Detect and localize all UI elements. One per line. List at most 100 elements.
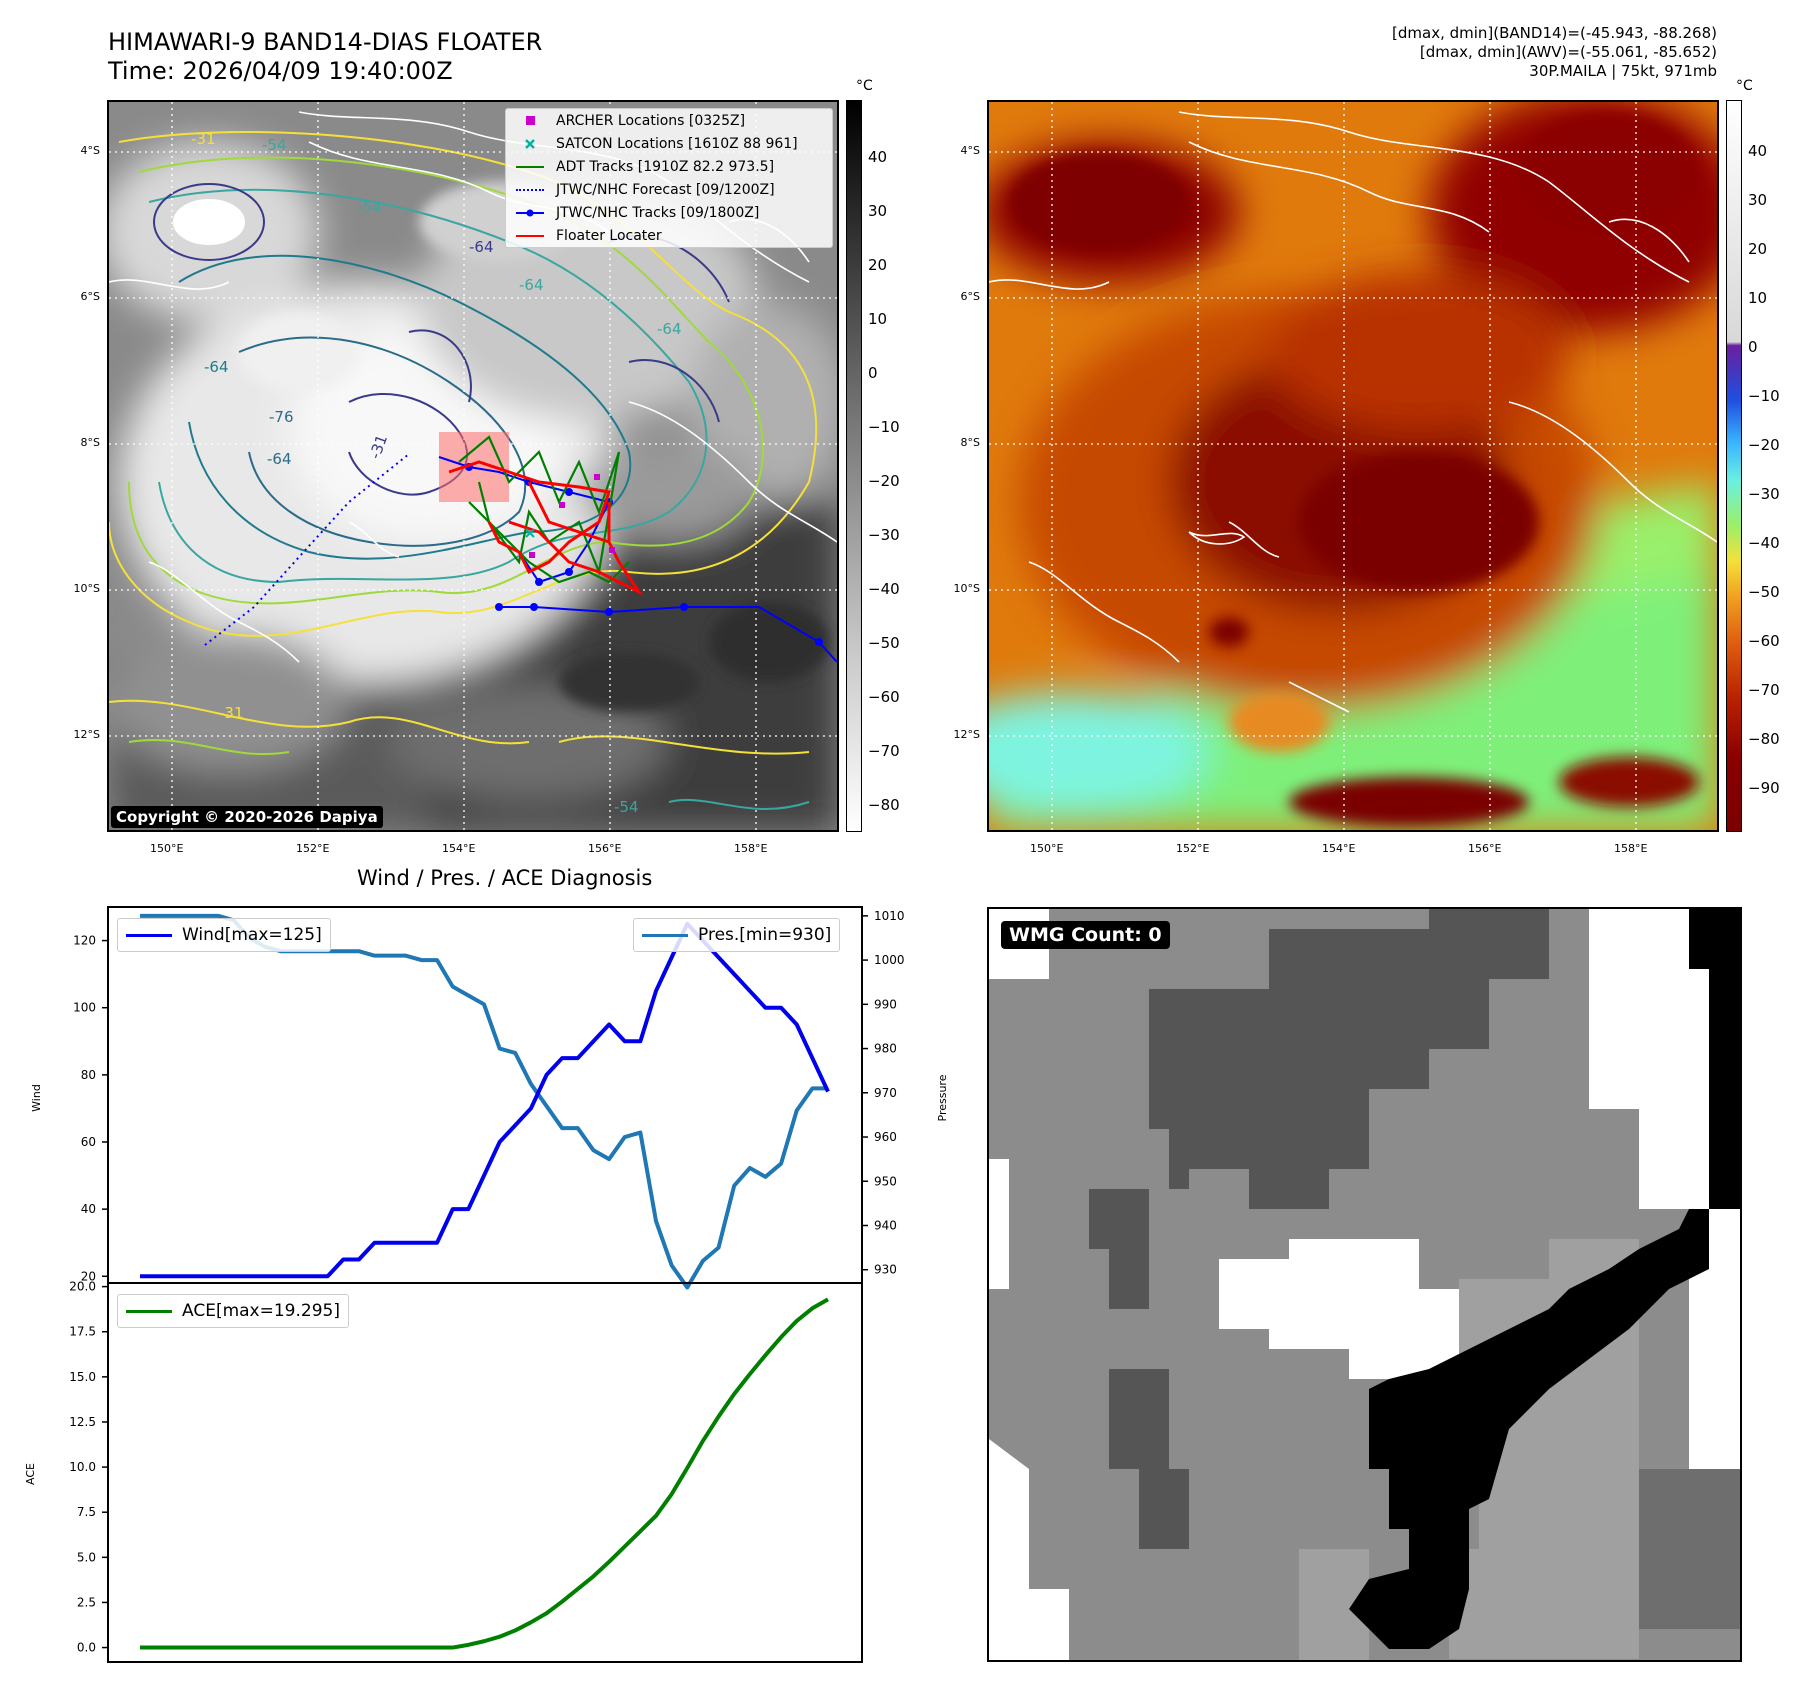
figure-time: Time: 2026/04/09 19:40:00Z: [108, 57, 453, 85]
adt-tracks: [458, 435, 630, 584]
legend-floater: Floater Locater: [506, 224, 832, 247]
colorbar-tick: 40: [868, 148, 888, 166]
legend-label: ARCHER Locations [0325Z]: [556, 112, 746, 129]
lon-label: 150°E: [150, 842, 184, 855]
ir-map-panel: -31 -54 -54 -64 -64 -64 -64 -76 -31 -31 …: [107, 100, 839, 832]
awv-map-canvas: [989, 102, 1717, 830]
wind-tick-label: 60: [81, 1135, 96, 1149]
colorbar-tick: −30: [1748, 485, 1780, 503]
colorbar-tick: −60: [1748, 632, 1780, 650]
colorbar-tick: 10: [1748, 289, 1768, 307]
contours: [109, 131, 818, 810]
pressure-tick-label: 960: [874, 1130, 897, 1144]
ace-tick-label: 7.5: [77, 1505, 96, 1519]
lon-label: 158°E: [1614, 842, 1648, 855]
ir-map-lat-labels: 4°S 6°S 8°S 10°S 12°S: [60, 100, 100, 832]
wind-pressure-plot: 20 40 60 80 100 120 930 940 950 960 970 980 990 1000 1…: [73, 906, 905, 1290]
contour-label: -64: [267, 450, 292, 468]
lon-label: 158°E: [734, 842, 768, 855]
awv-detail: [1009, 112, 1699, 827]
lat-label: 12°S: [953, 728, 980, 741]
lat-label: 6°S: [960, 290, 980, 303]
colorbar-tick: −30: [868, 526, 900, 544]
lat-label: 8°S: [960, 436, 980, 449]
colorbar-tick: 10: [868, 310, 888, 328]
contour-label: -31: [219, 704, 244, 722]
map-legend: ARCHER Locations [0325Z] SATCON Location…: [505, 108, 833, 248]
pressure-tick-label: 1010: [874, 909, 905, 923]
lon-label: 152°E: [296, 842, 330, 855]
awv-colorbar-ticks: 40 30 20 10 0 −10 −20 −30 −40 −50 −60 −7…: [1748, 100, 1798, 832]
lat-label: 12°S: [73, 728, 100, 741]
pressure-series-line: [140, 913, 828, 1290]
colorbar-tick: −90: [1748, 779, 1780, 797]
contour-label: -64: [657, 320, 682, 338]
wind-legend-label: Wind[max=125]: [182, 925, 322, 945]
wmg-canvas: [989, 909, 1740, 1660]
colorbar-tick: 0: [868, 364, 878, 382]
contour-label-group: -31 -54 -54 -64 -64 -64 -64 -76 -31 -31 …: [191, 130, 682, 816]
lon-label: 150°E: [1030, 842, 1064, 855]
line-icon: [126, 933, 172, 937]
ace-plot-frame: [107, 1282, 863, 1663]
awv-colorbar-unit: °C: [1736, 78, 1753, 94]
wind-tick-label: 100: [73, 1001, 96, 1015]
colorbar-tick: 0: [1748, 338, 1758, 356]
ace-tick-label: 20.0: [69, 1280, 96, 1294]
storm-info: 30P.MAILA | 75kt, 971mb: [1529, 62, 1717, 80]
ace-axis-label: ACE: [24, 1463, 37, 1485]
colorbar-tick: −10: [868, 418, 900, 436]
pressure-tick-label: 970: [874, 1086, 897, 1100]
ir-colorbar-unit: °C: [856, 78, 873, 94]
figure-title: HIMAWARI-9 BAND14-DIAS FLOATER: [108, 28, 543, 56]
ace-series-line: [140, 1297, 829, 1650]
lat-label: 6°S: [80, 290, 100, 303]
line-icon: [126, 1309, 172, 1313]
legend-label: Floater Locater: [556, 227, 662, 244]
colorbar-tick: 30: [1748, 191, 1768, 209]
lat-label: 10°S: [953, 582, 980, 595]
awv-coastlines: [989, 111, 1717, 713]
pressure-tick-label: 930: [874, 1263, 897, 1277]
line-dot-icon: [516, 208, 544, 218]
dotted-line-icon: [516, 188, 544, 191]
legend-label: JTWC/NHC Forecast [09/1200Z]: [556, 181, 775, 198]
colorbar-tick: −70: [1748, 681, 1780, 699]
contour-label: -64: [519, 276, 544, 294]
colorbar-tick: −20: [1748, 436, 1780, 454]
stats-block: [dmax, dmin](BAND14)=(-45.943, -88.268) …: [1392, 24, 1717, 81]
legend-label: JTWC/NHC Tracks [09/1800Z]: [556, 204, 760, 221]
colorbar-tick: −50: [868, 634, 900, 652]
lat-label: 10°S: [73, 582, 100, 595]
colorbar-tick: −40: [1748, 534, 1780, 552]
colorbar-tick: 40: [1748, 142, 1768, 160]
colorbar-tick: −80: [868, 796, 900, 814]
awv-range: [dmax, dmin](AWV)=(-55.061, -85.652): [1419, 43, 1717, 61]
colorbar-tick: −10: [1748, 387, 1780, 405]
line-icon: [642, 933, 688, 937]
legend-satcon: SATCON Locations [1610Z 88 961]: [506, 132, 832, 155]
ir-map-lon-labels: 150°E 152°E 154°E 156°E 158°E: [107, 842, 839, 858]
colorbar-tick: 20: [1748, 240, 1768, 258]
lon-label: 154°E: [1322, 842, 1356, 855]
wind-tick-label: 120: [73, 934, 96, 948]
ir-colorbar: [846, 100, 862, 832]
ace-tick-label: 2.5: [77, 1595, 96, 1609]
lon-label: 154°E: [442, 842, 476, 855]
square-icon: [516, 116, 544, 125]
colorbar-tick: −60: [868, 688, 900, 706]
line-icon: [516, 165, 544, 168]
awv-map-lon-labels: 150°E 152°E 154°E 156°E 158°E: [987, 842, 1719, 858]
ir-colorbar-ticks: 40 30 20 10 0 −10 −20 −30 −40 −50 −60 −7…: [868, 100, 918, 832]
awv-gridlines: [989, 102, 1717, 830]
contour-label: -54: [262, 136, 287, 154]
legend-label: ADT Tracks [1910Z 82.2 973.5]: [556, 158, 775, 175]
contour-label: -64: [204, 358, 229, 376]
legend-jtwc: JTWC/NHC Tracks [09/1800Z]: [506, 201, 832, 224]
legend-adt: ADT Tracks [1910Z 82.2 973.5]: [506, 155, 832, 178]
pressure-tick-label: 950: [874, 1174, 897, 1188]
colorbar-tick: −20: [868, 472, 900, 490]
pressure-tick-label: 1000: [874, 953, 905, 967]
awv-map-lat-labels: 4°S 6°S 8°S 10°S 12°S: [940, 100, 980, 832]
pressure-axis-label: Pressure: [936, 1074, 949, 1121]
